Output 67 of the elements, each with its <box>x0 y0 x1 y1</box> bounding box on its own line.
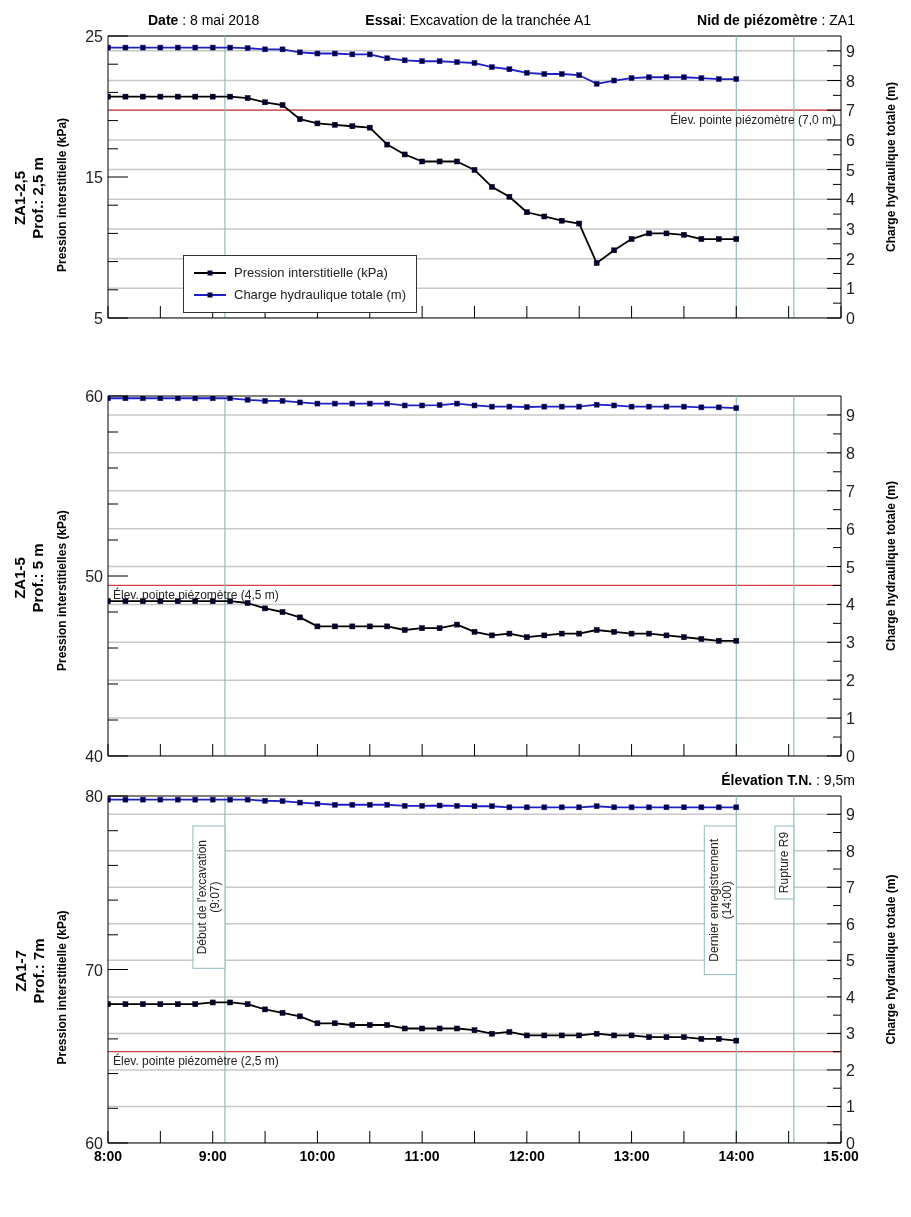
ref-line-label: Rupture R9 <box>777 831 792 894</box>
y2-tick-label: 5 <box>846 952 855 970</box>
y2-tick-label: 9 <box>846 806 855 824</box>
y2-tick-label: 1 <box>846 1098 855 1116</box>
text: Nid de piézomètre : ZA1 <box>697 12 855 28</box>
y2-tick-label: 9 <box>846 406 855 424</box>
y-tick-label: 5 <box>94 310 104 327</box>
y2-tick-label: 9 <box>846 42 855 60</box>
legend-label: Pression interstitielle (kPa) <box>233 264 389 282</box>
y2-tick-label: 3 <box>846 634 855 652</box>
y2-axis-title: Charge hydraulique totale (m) <box>884 82 899 253</box>
y2-tick-label: 7 <box>846 879 855 897</box>
y2-tick-label: 8 <box>846 444 855 462</box>
y2-tick-label: 5 <box>846 558 855 576</box>
text: Essai: Excavation de la tranchée A1 <box>365 12 592 28</box>
y2-tick-label: 6 <box>846 520 855 538</box>
x-tick-label: 11:00 <box>404 1148 440 1164</box>
text: Prof.: 2,5 m <box>29 157 47 239</box>
y2-tick-label: 1 <box>846 280 855 298</box>
text: Prof.: 7m <box>29 937 47 1004</box>
y-tick-label: 15 <box>85 169 104 186</box>
text: Élevation T.N. : 9,5m <box>721 772 855 788</box>
y2-axis-title: Charge hydraulique totale (m) <box>884 874 899 1045</box>
x-tick-label: 9:00 <box>198 1148 227 1164</box>
y-tick-label: 70 <box>85 961 104 979</box>
x-tick-label: 10:00 <box>299 1148 336 1164</box>
y-tick-label: 50 <box>85 568 104 585</box>
y2-tick-label: 7 <box>846 482 855 500</box>
ref-line-label: Élev. pointe piézomètre (7,0 m) <box>670 111 836 127</box>
ref-line-label: Élev. pointe piézomètre (4,5 m) <box>113 586 279 602</box>
x-tick-label: 13:00 <box>613 1148 650 1164</box>
text: ZA1-7 <box>11 948 29 994</box>
y2-tick-label: 3 <box>846 220 855 238</box>
y-axis-title: Pression interstitielles (kPa) <box>55 510 70 671</box>
legend-label: Charge hydraulique totale (m) <box>233 286 406 304</box>
y-tick-label: 40 <box>85 748 104 765</box>
y2-tick-label: 8 <box>846 842 855 860</box>
text: ZA1-2,5 <box>11 169 29 228</box>
ref-line-label: Élev. pointe piézomètre (2,5 m) <box>113 1053 279 1069</box>
y2-axis-title: Charge hydraulique totale (m) <box>884 481 899 652</box>
y2-tick-label: 2 <box>846 250 855 268</box>
x-tick-label: 12:00 <box>508 1148 545 1164</box>
y2-tick-label: 0 <box>846 310 855 327</box>
y2-tick-label: 4 <box>846 596 855 614</box>
y2-tick-label: 2 <box>846 1061 855 1079</box>
y2-tick-label: 0 <box>846 748 855 765</box>
text: Prof.: 5 m <box>29 543 47 613</box>
y2-tick-label: 8 <box>846 72 855 90</box>
y2-tick-label: 6 <box>846 915 855 933</box>
text: ZA1-5 <box>11 556 29 601</box>
y2-tick-label: 2 <box>846 672 855 690</box>
x-tick-label: 14:00 <box>718 1148 755 1164</box>
y-axis-title: Pression interstitielle (kPa) <box>55 910 70 1065</box>
ref-line-label: Dernier enregistrement (14:00) <box>706 838 734 962</box>
y2-tick-label: 4 <box>846 191 855 209</box>
y-tick-label: 25 <box>85 28 104 45</box>
y2-tick-label: 1 <box>846 710 855 728</box>
y-tick-label: 60 <box>85 388 104 405</box>
y2-tick-label: 4 <box>846 988 855 1006</box>
y-axis-title: Pression interstitielle (kPa) <box>55 117 70 272</box>
y2-tick-label: 3 <box>846 1025 855 1043</box>
ref-line-label: Début de l'excavation (9:07) <box>195 839 223 955</box>
y2-tick-label: 6 <box>846 131 855 149</box>
y2-tick-label: 5 <box>846 161 855 179</box>
text: Date : 8 mai 2018 <box>148 12 260 28</box>
y-tick-label: 80 <box>85 788 104 805</box>
y2-tick-label: 7 <box>846 102 855 120</box>
